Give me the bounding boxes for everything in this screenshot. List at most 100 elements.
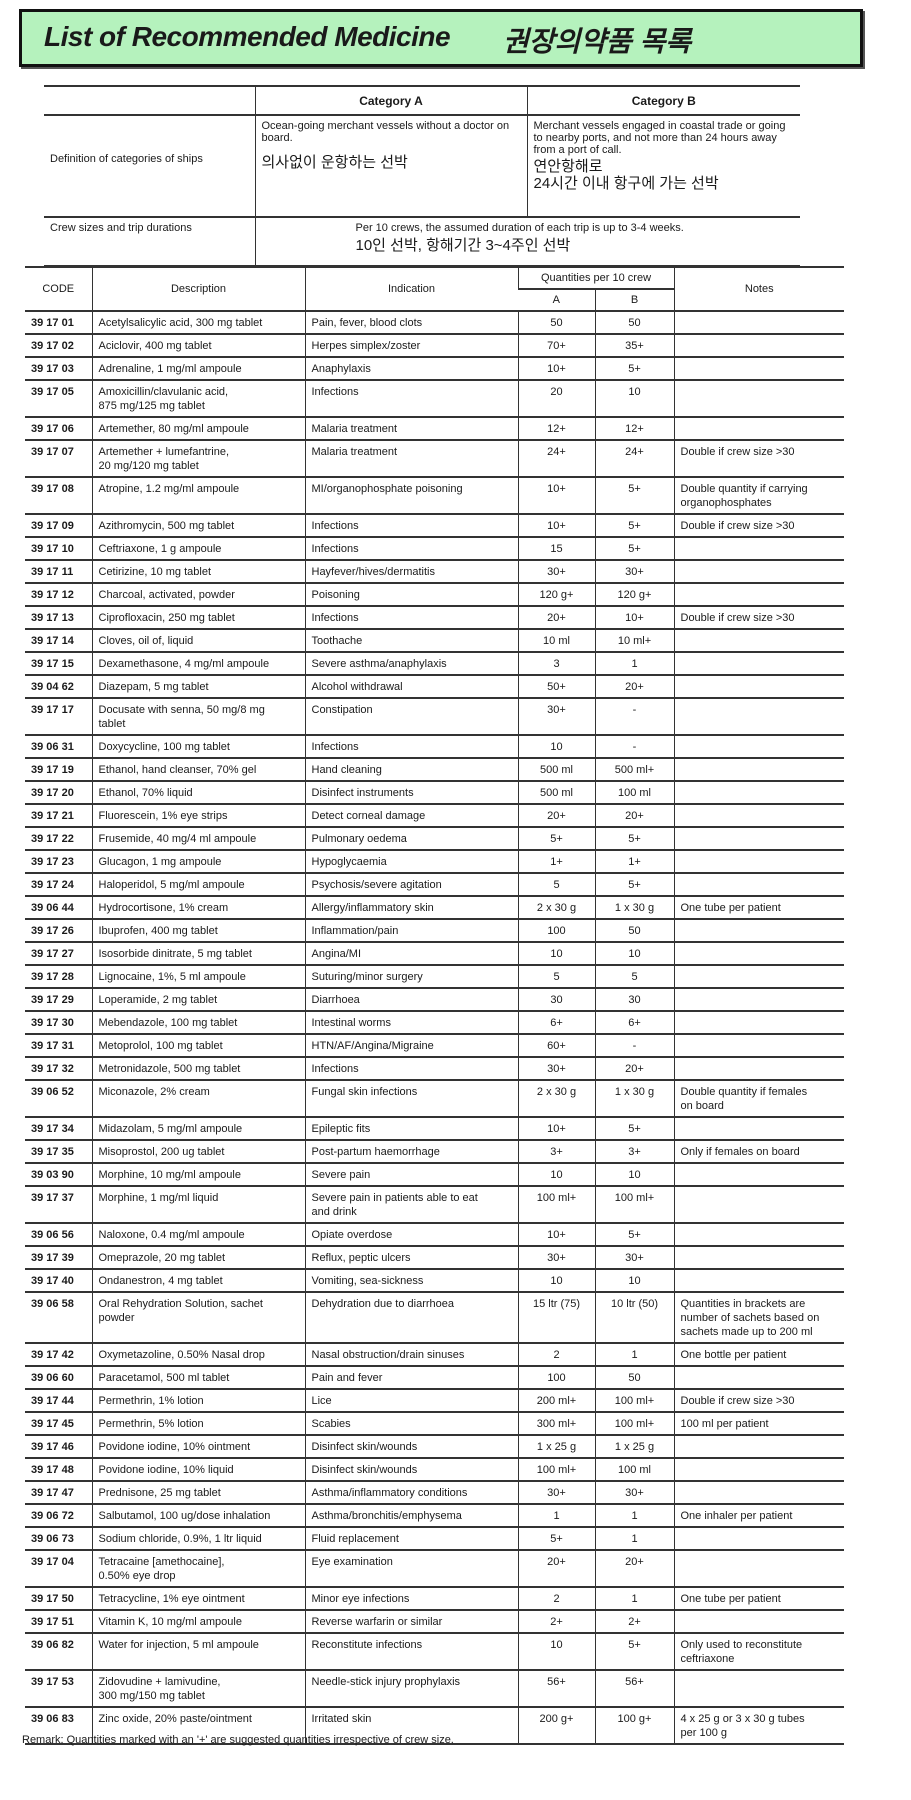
cell-description: Cetirizine, 10 mg tablet [91, 559, 305, 584]
cell-description: Isosorbide dinitrate, 5 mg tablet [91, 941, 305, 966]
cell-description: Charcoal, activated, powder [91, 582, 305, 607]
cell-description: Aciclovir, 400 mg tablet [91, 333, 305, 358]
table-row: 39 17 15 Dexamethasone, 4 mg/ml ampoule Se… [25, 651, 844, 676]
table-row: 39 17 11 Cetirizine, 10 mg tablet Hayfever… [25, 559, 844, 584]
cell-description: Ibuprofen, 400 mg tablet [91, 918, 305, 943]
cell-qty-a: 1 [517, 1503, 595, 1528]
cell-qty-b: 3+ [594, 1139, 674, 1164]
cell-qty-a: 10 ml [517, 628, 595, 653]
cell-qty-a: 30+ [517, 1056, 595, 1081]
cell-description: Adrenaline, 1 mg/ml ampoule [91, 356, 305, 381]
cell-code: 39 06 60 [25, 1365, 92, 1390]
cell-indication: Lice [304, 1388, 518, 1413]
cell-qty-a: 20+ [517, 1549, 595, 1588]
table-row: 39 17 45 Permethrin, 5% lotion Scabies 300 … [25, 1411, 844, 1436]
cell-description: Oral Rehydration Solution, sachet powder [91, 1291, 305, 1344]
cell-description: Azithromycin, 500 mg tablet [91, 513, 305, 538]
cell-description: Morphine, 1 mg/ml liquid [91, 1185, 305, 1224]
cell-code: 39 17 05 [25, 379, 92, 418]
category-b-header: Category B [526, 85, 800, 116]
table-row: 39 17 31 Metoprolol, 100 mg tablet HTN/AF/… [25, 1033, 844, 1058]
cell-notes [673, 651, 844, 676]
cell-qty-a: 5+ [517, 1526, 595, 1551]
cell-qty-b: 35+ [594, 333, 674, 358]
cell-code: 39 03 90 [25, 1162, 92, 1187]
cell-qty-b: 10 ltr (50) [594, 1291, 674, 1344]
cell-code: 39 17 19 [25, 757, 92, 782]
table-row: 39 17 30 Mebendazole, 100 mg tablet Intest… [25, 1010, 844, 1035]
cell-qty-b: 5+ [594, 536, 674, 561]
cell-code: 39 17 11 [25, 559, 92, 584]
cell-notes [673, 826, 844, 851]
cell-description: Permethrin, 5% lotion [91, 1411, 305, 1436]
cell-qty-b: 5+ [594, 826, 674, 851]
cell-code: 39 06 56 [25, 1222, 92, 1247]
cell-description: Povidone iodine, 10% liquid [91, 1457, 305, 1482]
cell-qty-a: 120 g+ [517, 582, 595, 607]
cell-description: Ciprofloxacin, 250 mg tablet [91, 605, 305, 630]
cell-qty-b: 12+ [594, 416, 674, 441]
definition-b-text: Merchant vessels engaged in coastal trad… [533, 120, 786, 156]
cell-indication: Dehydration due to diarrhoea [304, 1291, 518, 1344]
cell-qty-b: 50 [594, 1365, 674, 1390]
cell-code: 39 06 72 [25, 1503, 92, 1528]
table-row: 39 17 37 Morphine, 1 mg/ml liquid Severe p… [25, 1185, 844, 1224]
cell-qty-b: 1 [594, 651, 674, 676]
cell-notes: Double if crew size >30 [673, 1388, 844, 1413]
cell-description: Lignocaine, 1%, 5 ml ampoule [91, 964, 305, 989]
table-row: 39 17 09 Azithromycin, 500 mg tablet Infec… [25, 513, 844, 538]
cell-qty-a: 5 [517, 964, 595, 989]
cell-notes [673, 1162, 844, 1187]
cell-notes: One bottle per patient [673, 1342, 844, 1367]
cell-description: Sodium chloride, 0.9%, 1 ltr liquid [91, 1526, 305, 1551]
table-row: 39 17 39 Omeprazole, 20 mg tablet Reflux, … [25, 1245, 844, 1270]
page-title-korean: 권장의약품 목록 [503, 26, 692, 57]
cell-notes [673, 918, 844, 943]
table-row: 39 17 34 Midazolam, 5 mg/ml ampoule Epilep… [25, 1116, 844, 1141]
cell-code: 39 17 37 [25, 1185, 92, 1224]
cell-indication: Pain and fever [304, 1365, 518, 1390]
cell-qty-b: 5+ [594, 513, 674, 538]
cell-qty-a: 10+ [517, 1116, 595, 1141]
cell-description: Water for injection, 5 ml ampoule [91, 1632, 305, 1671]
table-row: 39 17 19 Ethanol, hand cleanser, 70% gel H… [25, 757, 844, 782]
cell-notes [673, 757, 844, 782]
cell-indication: Asthma/inflammatory conditions [304, 1480, 518, 1505]
cell-qty-b: 1+ [594, 849, 674, 874]
definition-a-korean: 의사없이 운항하는 선박 [261, 154, 408, 171]
table-row: 39 17 14 Cloves, oil of, liquid Toothache 1… [25, 628, 844, 653]
table-row: 39 17 21 Fluorescein, 1% eye strips Detect… [25, 803, 844, 828]
cell-code: 39 17 45 [25, 1411, 92, 1436]
cell-code: 39 17 32 [25, 1056, 92, 1081]
cell-qty-a: 500 ml [517, 780, 595, 805]
table-row: 39 17 24 Haloperidol, 5 mg/ml ampoule Psyc… [25, 872, 844, 897]
cell-qty-b: 5+ [594, 1222, 674, 1247]
table-row: 39 17 05 Amoxicillin/clavulanic acid, 875… [25, 379, 844, 418]
cell-indication: Infections [304, 379, 518, 418]
table-row: 39 17 08 Atropine, 1.2 mg/ml ampoule MI/or… [25, 476, 844, 515]
cell-notes [673, 849, 844, 874]
cell-description: Povidone iodine, 10% ointment [91, 1434, 305, 1459]
cell-qty-a: 3 [517, 651, 595, 676]
cell-code: 39 06 58 [25, 1291, 92, 1344]
cell-indication: Disinfect skin/wounds [304, 1457, 518, 1482]
cell-qty-b: 100 ml+ [594, 1185, 674, 1224]
cell-qty-b: 6+ [594, 1010, 674, 1035]
table-row: 39 17 42 Oxymetazoline, 0.50% Nasal drop N… [25, 1342, 844, 1367]
cell-indication: Infections [304, 605, 518, 630]
cell-code: 39 04 62 [25, 674, 92, 699]
cell-code: 39 17 40 [25, 1268, 92, 1293]
cell-description: Morphine, 10 mg/ml ampoule [91, 1162, 305, 1187]
cell-indication: Diarrhoea [304, 987, 518, 1012]
cell-description: Haloperidol, 5 mg/ml ampoule [91, 872, 305, 897]
cell-notes: Double if crew size >30 [673, 605, 844, 630]
cell-qty-b: 100 ml [594, 780, 674, 805]
cell-qty-b: 20+ [594, 1549, 674, 1588]
cell-code: 39 17 47 [25, 1480, 92, 1505]
cell-notes [673, 674, 844, 699]
cell-code: 39 17 51 [25, 1609, 92, 1634]
header-qty-a: A [518, 288, 595, 312]
cell-indication: Scabies [304, 1411, 518, 1436]
cell-notes [673, 310, 844, 335]
cell-qty-a: 2+ [517, 1609, 595, 1634]
